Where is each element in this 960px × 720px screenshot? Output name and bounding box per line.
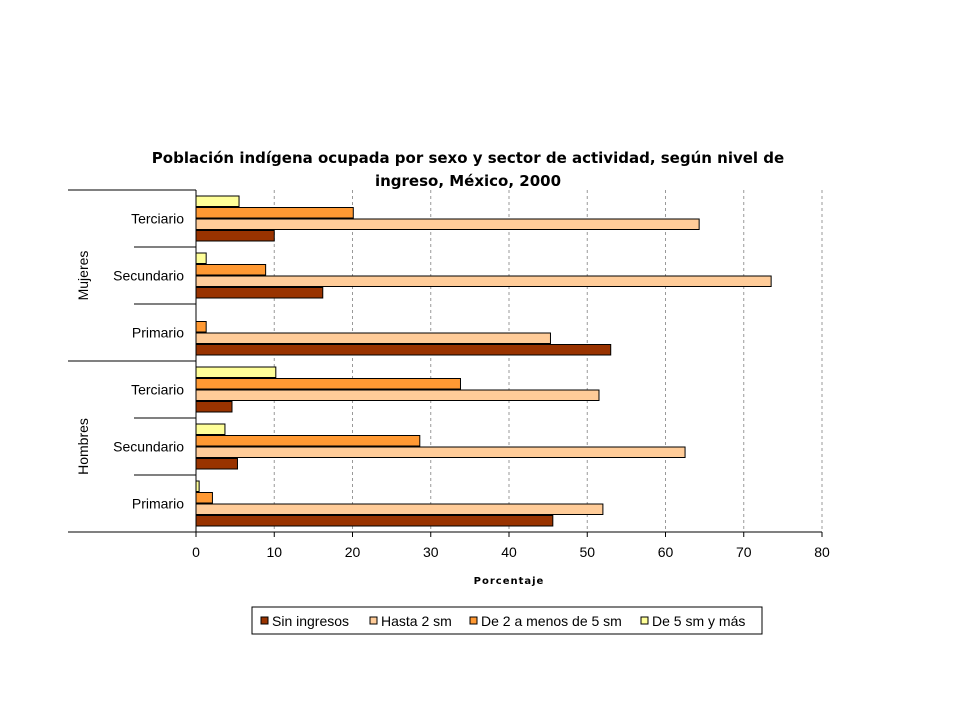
- legend-label: Sin ingresos: [272, 613, 349, 629]
- bar: [195, 195, 240, 207]
- bar: [195, 366, 277, 378]
- bars: [195, 195, 772, 527]
- gridlines: [273, 190, 823, 532]
- legend-label: De 2 a menos de 5 sm: [481, 613, 622, 629]
- bar: [195, 207, 354, 219]
- group-label: Hombres: [75, 418, 91, 475]
- category-label: Secundario: [113, 439, 184, 455]
- legend-swatch: [640, 616, 649, 625]
- bar: [195, 321, 207, 333]
- bar: [195, 252, 207, 264]
- legend-swatch: [260, 616, 269, 625]
- bar: [195, 503, 604, 515]
- axes: 0 10 20 30 40 50 60 70 80 Terciario Secundario Prim…: [68, 189, 830, 560]
- category-label: Secundario: [113, 268, 184, 284]
- legend-swatch: [369, 616, 378, 625]
- bar: [195, 401, 233, 413]
- bar: [195, 287, 324, 299]
- x-tick-label: 0: [192, 544, 200, 560]
- bar: [195, 332, 551, 344]
- bar: [195, 458, 238, 470]
- category-label: Terciario: [131, 382, 184, 398]
- group-label: Mujeres: [75, 251, 91, 301]
- bar: [195, 435, 421, 447]
- bar: [195, 389, 600, 401]
- x-tick-label: 50: [579, 544, 595, 560]
- bar: [195, 344, 612, 356]
- bar: [195, 264, 267, 276]
- bar: [195, 423, 226, 435]
- category-label: Primario: [132, 325, 184, 341]
- x-tick-label: 70: [736, 544, 752, 560]
- bar: [195, 275, 772, 287]
- bar: [195, 446, 686, 458]
- legend-box: [251, 606, 763, 635]
- category-label: Terciario: [131, 211, 184, 227]
- bar: [195, 378, 461, 390]
- x-tick-label: 30: [423, 544, 439, 560]
- legend-label: De 5 sm y más: [652, 613, 745, 629]
- legend-label: Hasta 2 sm: [381, 613, 452, 629]
- x-tick-label: 80: [814, 544, 830, 560]
- x-tick-label: 60: [658, 544, 674, 560]
- bar: [195, 515, 554, 527]
- bar: [195, 230, 275, 242]
- x-axis-label: Porcentaje: [474, 576, 545, 587]
- bar: [195, 492, 213, 504]
- bar: [195, 218, 700, 230]
- chart-title-line-1: Población indígena ocupada por sexo y se…: [152, 149, 784, 167]
- x-tick-label: 40: [501, 544, 517, 560]
- legend: Sin ingresos Hasta 2 sm De 2 a menos de 5 …: [251, 606, 763, 635]
- x-tick-label: 10: [266, 544, 282, 560]
- x-tick-label: 20: [345, 544, 361, 560]
- category-label: Primario: [132, 496, 184, 512]
- chart-title-line-2: ingreso, México, 2000: [375, 172, 561, 190]
- legend-swatch: [469, 616, 478, 625]
